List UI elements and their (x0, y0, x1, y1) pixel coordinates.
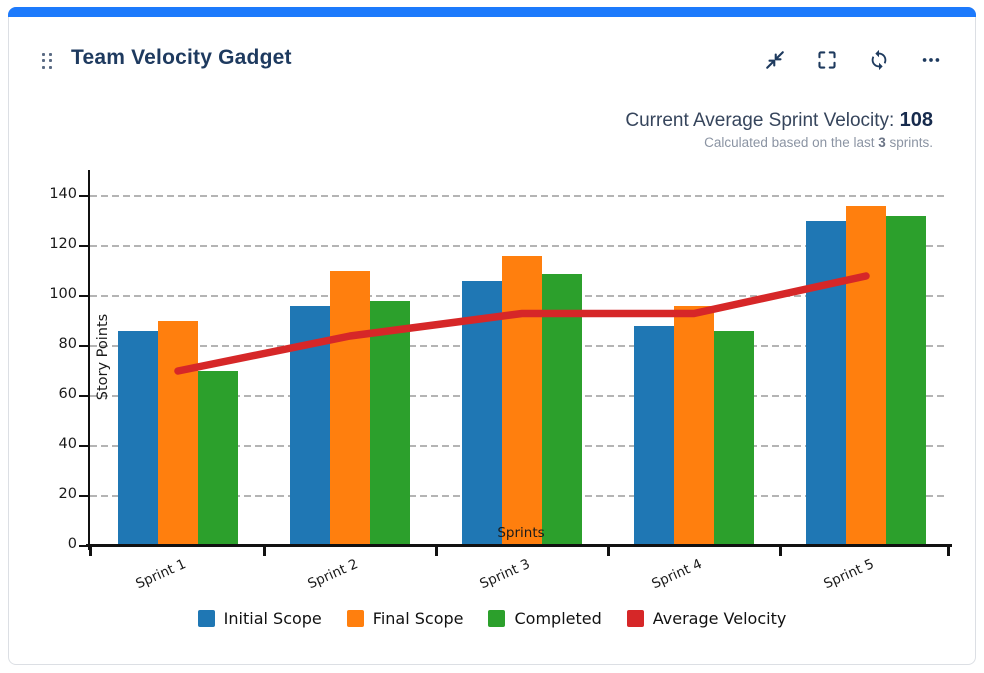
collapse-button[interactable] (763, 48, 786, 71)
legend-item-initial-scope: Initial Scope (197, 609, 322, 628)
refresh-button[interactable] (867, 48, 890, 71)
gadget-title: Team Velocity Gadget (71, 46, 292, 69)
collapse-icon (765, 50, 784, 69)
subtitle-prefix: Calculated based on the last (704, 135, 879, 150)
card-accent-bar (8, 7, 976, 17)
average-velocity-subtitle: Calculated based on the last 3 sprints. (625, 135, 933, 150)
fullscreen-icon (817, 50, 836, 69)
velocity-stats: Current Average Sprint Velocity: 108 Cal… (625, 109, 933, 150)
drag-handle-icon[interactable] (41, 52, 53, 70)
legend-label: Final Scope (372, 609, 464, 628)
chart-legend: Initial Scope Final Scope Completed Average… (9, 609, 975, 628)
average-velocity-value: 108 (899, 109, 933, 131)
more-options-icon (922, 57, 939, 62)
legend-swatch-average-velocity (626, 610, 644, 627)
fullscreen-button[interactable] (815, 48, 838, 71)
more-options-button[interactable] (919, 48, 942, 71)
average-velocity-text: Current Average Sprint Velocity: (625, 110, 900, 131)
legend-item-average-velocity: Average Velocity (626, 609, 787, 628)
legend-item-final-scope: Final Scope (346, 609, 464, 628)
refresh-icon (871, 49, 886, 70)
gadget-toolbar (763, 48, 942, 71)
velocity-gadget-card: Team Velocity Gadget Current Average Spr… (8, 7, 976, 665)
legend-label: Average Velocity (652, 609, 787, 628)
average-velocity-label: Current Average Sprint Velocity: 108 (625, 109, 933, 132)
legend-item-completed: Completed (488, 609, 602, 628)
legend-swatch-final-scope (346, 610, 364, 627)
subtitle-sprint-count: 3 (878, 135, 886, 150)
legend-swatch-completed (488, 610, 506, 627)
legend-label: Initial Scope (223, 609, 322, 628)
subtitle-suffix: sprints. (885, 135, 933, 150)
legend-swatch-initial-scope (197, 610, 215, 627)
legend-label: Completed (514, 609, 602, 628)
